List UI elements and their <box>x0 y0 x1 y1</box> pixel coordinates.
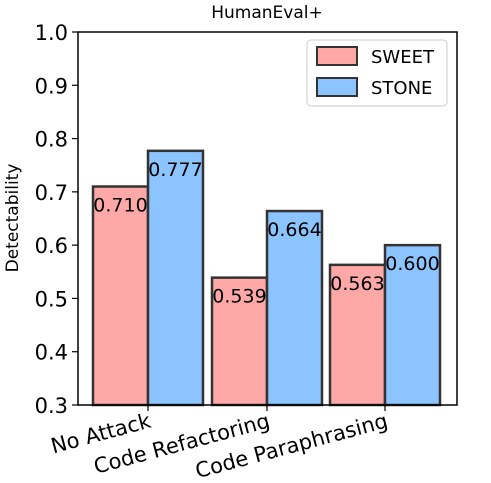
y-tick-label: 0.4 <box>35 341 68 365</box>
bar-stone-2 <box>383 243 442 407</box>
y-axis-label: Detectability <box>3 164 23 273</box>
legend-swatch-sweet <box>316 46 358 66</box>
y-tick-label: 0.6 <box>35 234 68 258</box>
y-tick-label: 0.9 <box>35 74 68 98</box>
y-tick-label: 1.0 <box>35 21 68 45</box>
plot-frame <box>77 31 458 406</box>
bar-sweet-0 <box>91 185 150 407</box>
bar-value-label: 0.777 <box>148 159 202 181</box>
bar-value-label: 0.710 <box>93 195 147 217</box>
y-tick-label: 0.7 <box>35 181 68 205</box>
bar-stone-0 <box>146 149 205 407</box>
bar-value-label: 0.539 <box>212 286 266 308</box>
y-tick-label: 0.3 <box>35 394 68 418</box>
bar-value-label: 0.563 <box>330 273 384 295</box>
bar-value-label: 0.664 <box>267 219 321 241</box>
bar-sweet-1 <box>210 276 269 407</box>
y-axis: 0.3 0.4 0.5 0.6 0.7 0.8 0.9 1.0 <box>35 21 78 418</box>
bar-value-label: 0.600 <box>385 253 439 275</box>
chart-title: HumanEval+ <box>211 3 323 23</box>
legend: SWEET STONE <box>306 39 448 107</box>
legend-label-sweet: SWEET <box>371 47 435 68</box>
legend-label-stone: STONE <box>371 78 432 99</box>
y-tick-label: 0.5 <box>35 287 68 311</box>
y-tick-label: 0.8 <box>35 128 68 152</box>
legend-swatch-stone <box>316 77 358 97</box>
